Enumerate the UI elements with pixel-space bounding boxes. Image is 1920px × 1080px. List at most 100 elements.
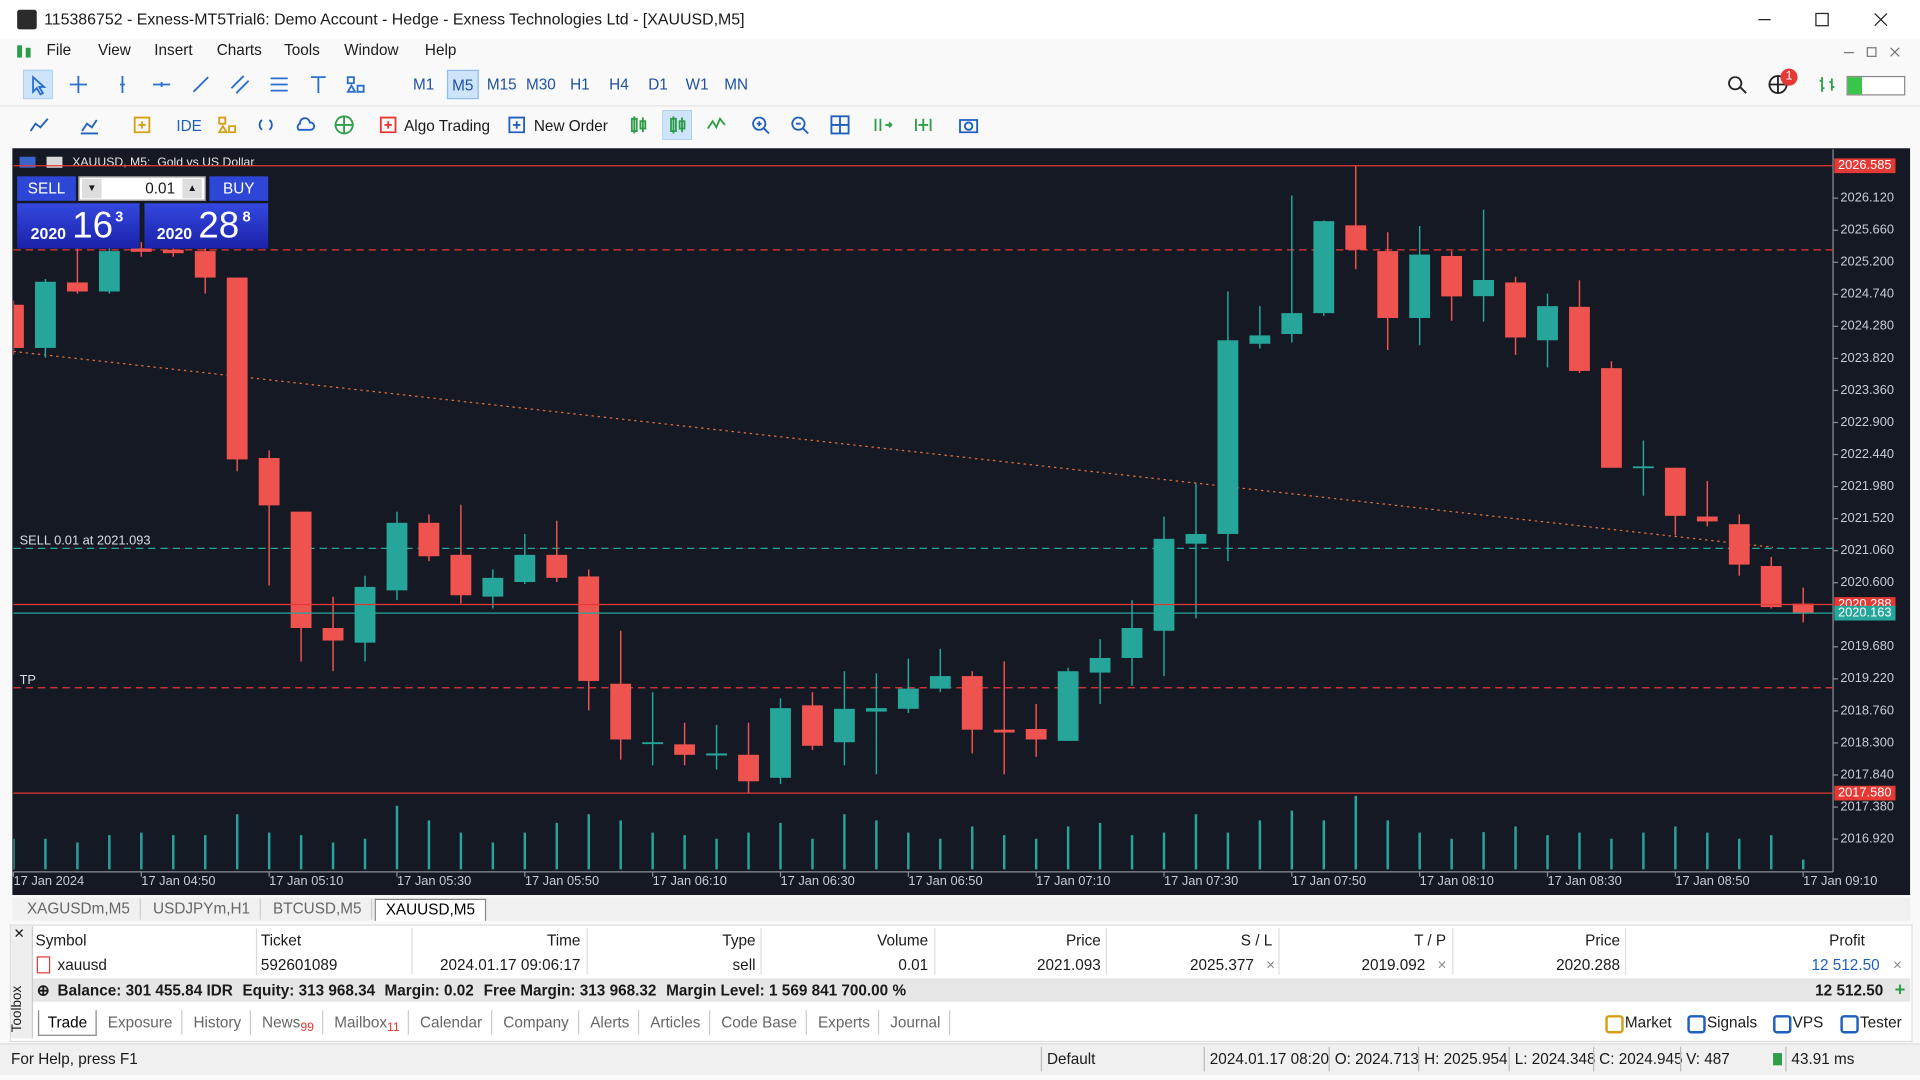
window-controls[interactable] xyxy=(1739,0,1920,39)
toolbar-icon[interactable] xyxy=(909,110,938,139)
icon-glyph xyxy=(153,82,171,87)
candle-body xyxy=(1281,313,1303,335)
bid-price-box[interactable]: 2020 16 3 xyxy=(17,203,140,249)
trend-line[interactable] xyxy=(13,350,1774,548)
close-icon[interactable]: × xyxy=(1266,956,1276,974)
order-label: TP xyxy=(20,672,36,687)
symbol-tab[interactable]: XAGUSDm,M5 xyxy=(17,898,141,920)
timeframe-button[interactable]: D1 xyxy=(648,75,668,94)
icon-glyph xyxy=(1728,76,1747,94)
volume-spinner[interactable]: ▼ 0.01 ▲ xyxy=(78,176,206,201)
timeframe-button[interactable]: H4 xyxy=(609,75,629,94)
candle-body xyxy=(1121,628,1143,658)
menu-item[interactable]: Insert xyxy=(154,41,193,59)
panel-button[interactable]: Signals xyxy=(1706,1013,1758,1032)
toolbar-icon[interactable] xyxy=(868,110,897,139)
panel-button[interactable]: VPS xyxy=(1792,1013,1824,1032)
toolbar-icon[interactable] xyxy=(623,110,652,139)
toolbox-tab[interactable]: History xyxy=(185,1010,251,1035)
symbol-tab[interactable]: BTCUSD,M5 xyxy=(263,898,373,920)
toolbox-tab[interactable]: Articles xyxy=(642,1010,711,1035)
toolbar-icon[interactable] xyxy=(785,110,814,139)
toolbox-tab[interactable]: Company xyxy=(495,1010,579,1035)
symbol-tab[interactable]: XAUUSD,M5 xyxy=(374,898,487,921)
buy-button[interactable]: BUY xyxy=(209,176,269,201)
toolbar-icon[interactable] xyxy=(75,110,104,139)
toolbox-tab[interactable]: News99 xyxy=(253,1010,324,1035)
y-tick-label: 2023.820 xyxy=(1840,350,1894,365)
tab-label: Experts xyxy=(817,1013,870,1032)
panel-button[interactable]: Tester xyxy=(1860,1013,1902,1032)
toolbox-tab[interactable]: Calendar xyxy=(411,1010,492,1035)
y-tick-label: 2021.060 xyxy=(1840,542,1894,557)
toolbar-icon[interactable] xyxy=(251,110,280,139)
toolbar-icon[interactable] xyxy=(225,70,254,99)
candle-body xyxy=(1089,657,1111,673)
menu-item[interactable]: Window xyxy=(344,41,399,59)
toolbar-icon[interactable] xyxy=(264,70,293,99)
toolbox-tab[interactable]: Mailbox11 xyxy=(326,1010,410,1035)
toolbox-tab[interactable]: Exposure xyxy=(99,1010,183,1035)
ide-button[interactable]: IDE xyxy=(176,117,202,135)
candle-body xyxy=(1505,282,1526,338)
toolbar-icon[interactable] xyxy=(64,70,93,99)
symbol-tabs: XAGUSDm,M5 USDJPYm,H1 BTCUSD,M5 XAUUSD,M5 xyxy=(12,897,1911,921)
ask-price-box[interactable]: 2020 28 8 xyxy=(144,203,269,249)
toolbar-icon[interactable] xyxy=(340,70,369,99)
timeframe-button[interactable]: M1 xyxy=(413,75,435,94)
menu-item[interactable]: Tools xyxy=(284,41,320,59)
toolbar-icon[interactable] xyxy=(147,70,176,99)
toolbar-icon[interactable] xyxy=(373,110,402,139)
toolbar-icon[interactable] xyxy=(290,110,319,139)
toolbar-icon[interactable] xyxy=(502,110,531,139)
timeframe-button[interactable]: M15 xyxy=(486,75,517,94)
menu-item[interactable]: Help xyxy=(424,41,457,59)
new-order-button[interactable]: New Order xyxy=(533,117,608,135)
toolbar-icon[interactable] xyxy=(23,69,53,100)
toolbar-icon[interactable] xyxy=(746,110,775,139)
toolbar-icon[interactable] xyxy=(212,110,241,139)
sell-button[interactable]: SELL xyxy=(17,176,76,201)
toolbar-icon[interactable] xyxy=(108,70,137,99)
timeframe-button[interactable]: M5 xyxy=(446,69,479,100)
toolbar-icon[interactable] xyxy=(1723,70,1752,99)
menu-item[interactable]: File xyxy=(46,41,72,59)
column-separator xyxy=(255,928,258,975)
toolbox-tab[interactable]: Code Base xyxy=(713,1010,807,1035)
toolbar-icon[interactable] xyxy=(702,110,731,139)
toolbar-icon[interactable] xyxy=(1813,70,1842,99)
candle-body xyxy=(706,753,727,756)
price-level-box xyxy=(1834,158,1896,174)
menu-item[interactable]: Charts xyxy=(216,41,262,59)
expand-icon: ⊕ xyxy=(36,982,50,1000)
toolbar-icon[interactable] xyxy=(304,70,333,99)
candle-body xyxy=(1632,466,1654,469)
mdi-controls[interactable] xyxy=(1837,42,1910,62)
toolbar-icon[interactable] xyxy=(329,110,358,139)
toolbar-icon[interactable] xyxy=(662,110,692,140)
timeframe-button[interactable]: H1 xyxy=(570,75,590,94)
toolbox-tab[interactable]: Journal xyxy=(882,1010,951,1035)
timeframe-button[interactable]: W1 xyxy=(685,75,709,94)
close-icon[interactable]: × xyxy=(1893,956,1903,974)
toolbar-icon[interactable] xyxy=(127,110,156,139)
candle-body xyxy=(354,586,376,643)
algo-trading-button[interactable]: Algo Trading xyxy=(404,117,491,135)
candle-body xyxy=(865,708,887,712)
toolbar-icon[interactable] xyxy=(24,110,53,139)
column-header: Price xyxy=(1065,931,1101,949)
toolbar-icon[interactable] xyxy=(186,70,215,99)
toolbox-tab[interactable]: Experts xyxy=(809,1010,880,1035)
toolbar-icon[interactable] xyxy=(954,110,983,139)
close-icon[interactable]: × xyxy=(1437,956,1447,974)
panel-button[interactable]: Market xyxy=(1624,1013,1672,1032)
toolbox-tab[interactable]: Alerts xyxy=(582,1010,640,1035)
toolbar-icon[interactable] xyxy=(825,110,854,139)
timeframe-button[interactable]: MN xyxy=(724,75,749,94)
menu-item[interactable]: View xyxy=(97,41,131,59)
summary-total: 12 512.50 xyxy=(1815,982,1884,1000)
toolbox-tab[interactable]: Trade xyxy=(37,1010,97,1036)
symbol-tab[interactable]: USDJPYm,H1 xyxy=(143,898,262,920)
icon-glyph xyxy=(830,115,850,135)
timeframe-button[interactable]: M30 xyxy=(525,75,556,94)
